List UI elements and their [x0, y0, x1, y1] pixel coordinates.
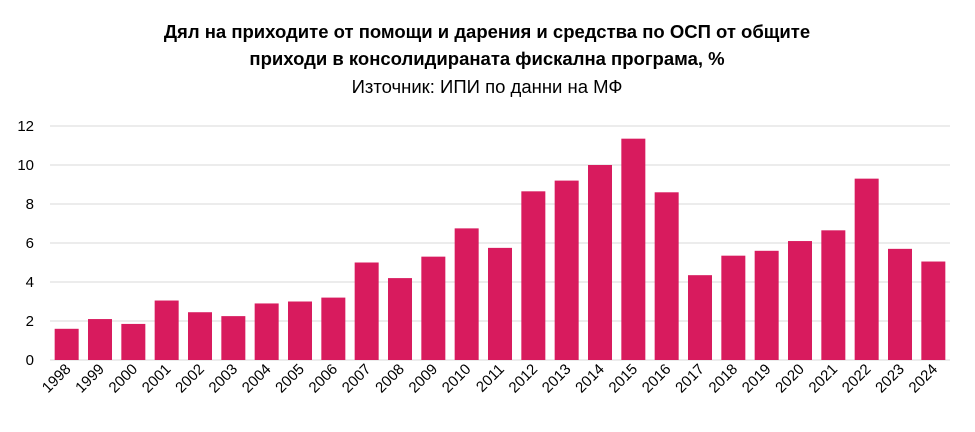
x-tick-label: 2021 [806, 361, 842, 397]
y-tick-label: 4 [26, 274, 34, 291]
x-tick-label: 1998 [39, 361, 75, 397]
bar-2007 [354, 262, 379, 360]
x-tick-label: 2004 [239, 361, 275, 397]
x-tick-label: 2018 [706, 361, 742, 397]
y-tick-label: 12 [17, 118, 34, 135]
x-tick-label: 2012 [506, 361, 542, 397]
bar-2001 [154, 300, 179, 360]
bar-2019 [754, 250, 779, 360]
bar-2002 [188, 312, 212, 360]
y-tick-label: 2 [26, 313, 34, 330]
x-tick-label: 2014 [572, 361, 608, 397]
y-axis-ticks: 0 2 4 6 8 10 12 [17, 118, 34, 369]
bar-2012 [521, 191, 546, 360]
bar-2004 [254, 303, 279, 360]
y-tick-label: 10 [17, 157, 34, 174]
chart-title-line-1: Дял на приходите от помощи и дарения и с… [164, 21, 810, 42]
x-tick-label: 2010 [439, 361, 475, 397]
x-tick-label: 1999 [72, 361, 108, 397]
bar-2005 [288, 301, 312, 360]
bar-2023 [888, 248, 912, 360]
bars [54, 138, 946, 360]
bar-2003 [221, 316, 246, 360]
x-tick-label: 2013 [539, 361, 575, 397]
x-tick-label: 2002 [172, 361, 208, 397]
bar-2014 [588, 165, 612, 360]
x-tick-label: 2000 [106, 361, 142, 397]
bar-2008 [388, 278, 412, 360]
x-tick-label: 2022 [839, 361, 875, 397]
x-tick-label: 2024 [906, 361, 942, 397]
x-axis-ticks: 1998199920002001200220032004200520062007… [39, 361, 941, 397]
bar-2009 [421, 256, 446, 360]
x-tick-label: 2016 [639, 361, 675, 397]
y-tick-label: 0 [26, 352, 34, 369]
bar-2010 [454, 228, 479, 360]
bar-2018 [721, 255, 746, 360]
x-tick-label: 2001 [139, 361, 175, 397]
bar-2006 [321, 297, 346, 360]
bar-2013 [554, 180, 579, 360]
x-tick-label: 2003 [206, 361, 242, 397]
x-tick-label: 2006 [306, 361, 342, 397]
x-tick-label: 2009 [406, 361, 442, 397]
bar-2015 [621, 138, 646, 360]
bar-2000 [121, 323, 146, 360]
bar-2022 [854, 178, 879, 360]
bar-2017 [688, 275, 712, 360]
x-tick-label: 2005 [272, 361, 308, 397]
bar-2016 [654, 192, 679, 360]
x-tick-label: 2020 [772, 361, 808, 397]
x-tick-label: 2015 [606, 361, 642, 397]
chart-subtitle: Източник: ИПИ по данни на МФ [352, 76, 623, 97]
x-tick-label: 2007 [339, 361, 375, 397]
x-tick-label: 2011 [473, 361, 508, 396]
bar-2024 [921, 261, 946, 360]
y-tick-label: 8 [26, 196, 34, 213]
bar-2020 [788, 241, 812, 360]
x-tick-label: 2008 [372, 361, 408, 397]
y-tick-label: 6 [26, 235, 34, 252]
bar-1998 [54, 328, 79, 360]
x-tick-label: 2017 [672, 361, 708, 397]
x-tick-label: 2019 [739, 361, 775, 397]
x-tick-label: 2023 [872, 361, 908, 397]
chart-title-line-2: приходи в консолидираната фискална прогр… [249, 48, 724, 69]
bar-2011 [488, 247, 512, 360]
bar-1999 [88, 319, 112, 360]
bar-2021 [821, 230, 846, 360]
